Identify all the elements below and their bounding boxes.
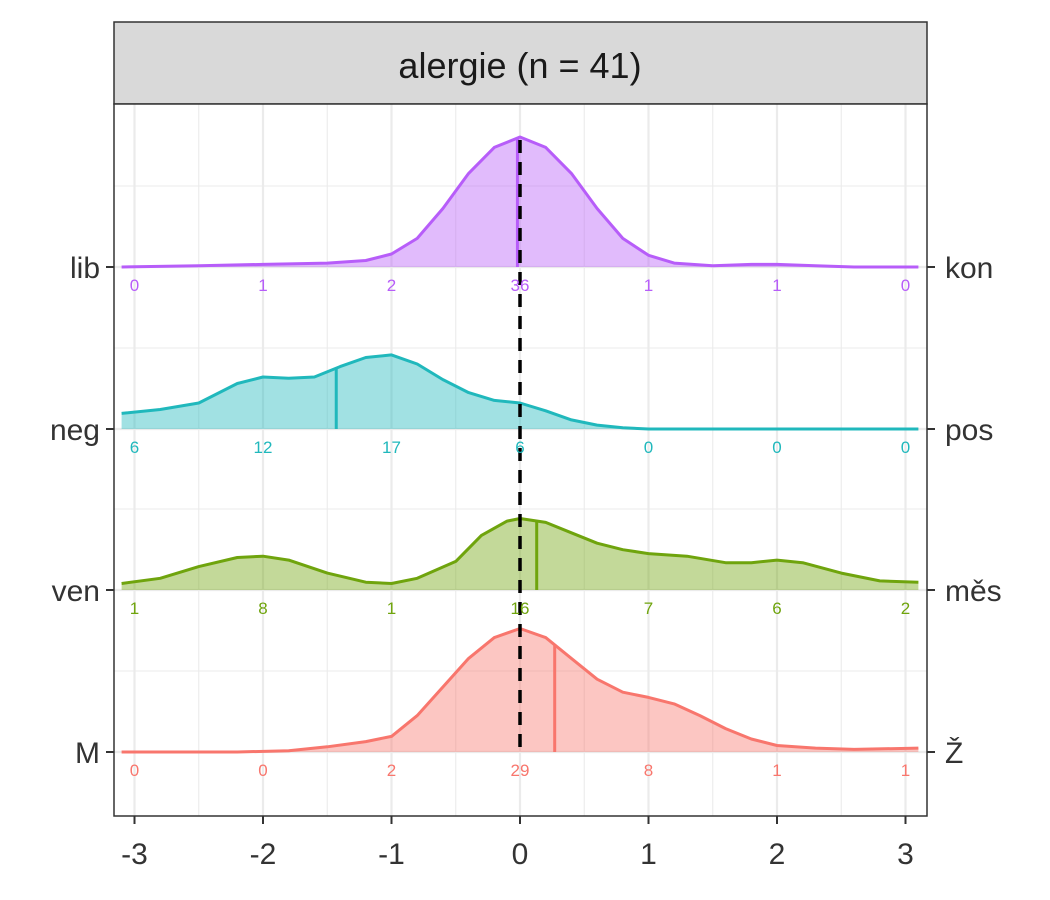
count-label: 0 — [901, 438, 910, 457]
count-label: 1 — [258, 276, 267, 295]
count-label: 0 — [258, 761, 267, 780]
right-axis-label: pos — [945, 414, 993, 447]
count-label: 6 — [515, 438, 524, 457]
x-tick-label: 3 — [897, 838, 914, 871]
right-axis-label: Ž — [945, 737, 963, 770]
x-tick-label: 1 — [640, 838, 657, 871]
count-label: 16 — [511, 599, 530, 618]
left-axis-label: M — [75, 737, 100, 770]
right-axis-label: kon — [945, 252, 993, 285]
ridge-area — [121, 137, 919, 267]
count-label: 1 — [644, 276, 653, 295]
count-label: 2 — [387, 761, 396, 780]
count-label: 36 — [511, 276, 530, 295]
left-axis-label: ven — [52, 575, 100, 608]
count-label: 2 — [901, 599, 910, 618]
count-label: 12 — [254, 438, 273, 457]
count-label: 0 — [901, 276, 910, 295]
chart-title: alergie (n = 41) — [398, 45, 641, 86]
count-label: 1 — [772, 276, 781, 295]
count-label: 1 — [772, 761, 781, 780]
x-tick-label: 2 — [769, 838, 786, 871]
count-label: 0 — [130, 761, 139, 780]
count-label: 2 — [387, 276, 396, 295]
right-axis-label: měs — [945, 575, 1002, 608]
ridge-line — [121, 353, 919, 431]
x-tick-label: -2 — [250, 838, 277, 871]
left-axis-label: neg — [50, 414, 100, 447]
count-labels: 0 1 2 36 1 1 06 12 17 6 0 0 01 8 1 16 7 6 20 0 2 29 8 1 1 — [130, 276, 910, 780]
x-tick-label: -1 — [378, 838, 405, 871]
left-axis-label: lib — [70, 252, 100, 285]
count-label: 0 — [130, 276, 139, 295]
count-label: 1 — [901, 761, 910, 780]
count-label: 6 — [130, 438, 139, 457]
count-label: 29 — [511, 761, 530, 780]
count-label: 8 — [258, 599, 267, 618]
count-label: 7 — [644, 599, 653, 618]
ridge-area — [121, 354, 919, 429]
ridge-line — [121, 627, 919, 754]
count-label: 0 — [644, 438, 653, 457]
count-label: 6 — [772, 599, 781, 618]
count-label: 1 — [387, 599, 396, 618]
facet-strip — [113, 21, 928, 105]
x-tick-label: 0 — [512, 838, 529, 871]
ridge-line — [121, 135, 919, 269]
count-label: 17 — [382, 438, 401, 457]
count-label: 8 — [644, 761, 653, 780]
x-tick-label: -3 — [121, 838, 148, 871]
count-label: 0 — [772, 438, 781, 457]
count-label: 1 — [130, 599, 139, 618]
